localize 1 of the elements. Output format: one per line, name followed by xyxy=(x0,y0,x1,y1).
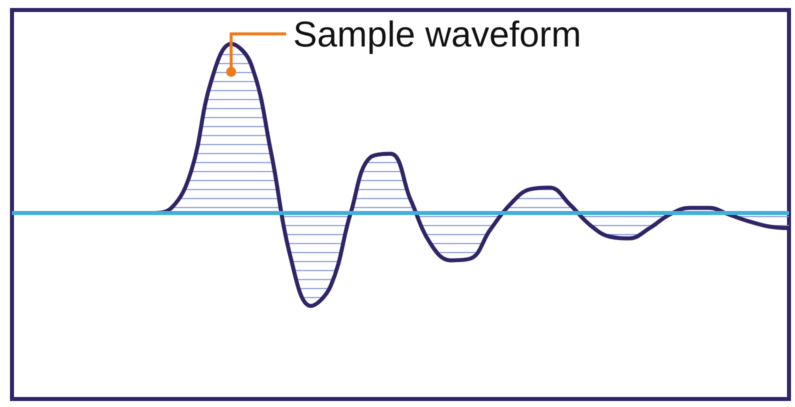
annotation: Sample waveform xyxy=(293,13,582,54)
